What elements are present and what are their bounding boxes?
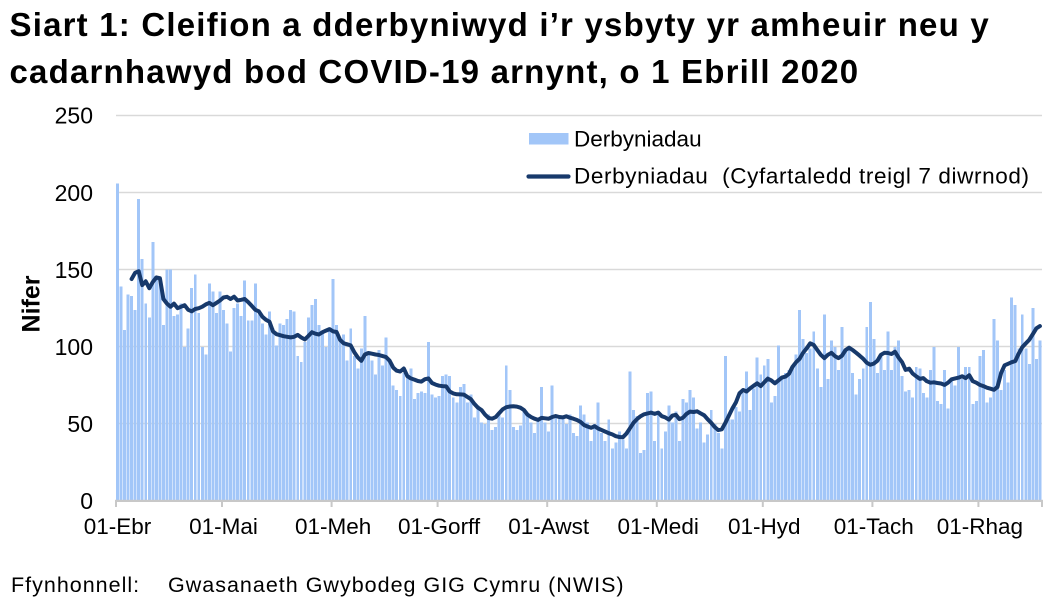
svg-text:01-Medi: 01-Medi [618, 514, 699, 539]
svg-text:50: 50 [67, 411, 93, 437]
svg-text:01-Awst: 01-Awst [508, 514, 590, 539]
svg-text:01-Meh: 01-Meh [295, 514, 371, 539]
svg-text:150: 150 [55, 257, 93, 283]
svg-text:01-Rhag: 01-Rhag [937, 514, 1023, 539]
svg-text:Derbyniadau (Cyfartaledd trei: Derbyniadau (Cyfartaledd treigl 7 diwrno… [574, 164, 1030, 189]
svg-text:Nifer: Nifer [18, 275, 46, 332]
svg-text:0: 0 [80, 488, 93, 514]
svg-text:01-Gorff: 01-Gorff [398, 514, 481, 539]
svg-text:250: 250 [55, 103, 93, 129]
svg-text:100: 100 [55, 334, 93, 360]
svg-text:Derbyniadau: Derbyniadau [574, 127, 702, 152]
svg-text:01-Ebr: 01-Ebr [84, 514, 152, 539]
svg-text:01-Mai: 01-Mai [189, 514, 258, 539]
svg-text:01-Hyd: 01-Hyd [728, 514, 801, 539]
svg-text:01-Tach: 01-Tach [834, 514, 914, 539]
svg-text:200: 200 [55, 180, 93, 206]
